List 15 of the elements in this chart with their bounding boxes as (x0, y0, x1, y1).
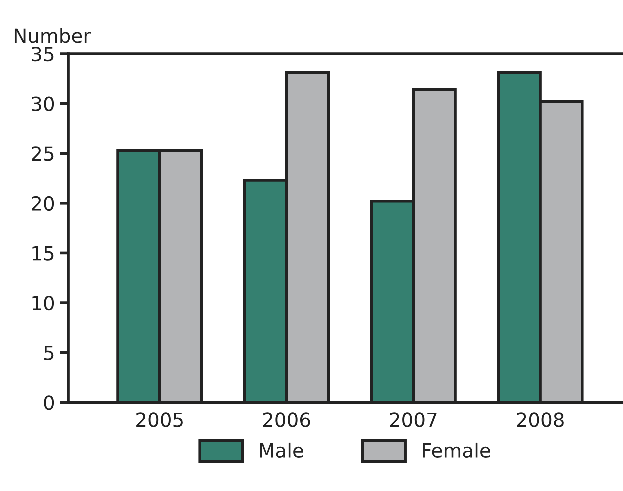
y-tick-label: 20 (32, 196, 54, 212)
y-tick-label: 30 (32, 96, 54, 112)
y-tick-label: 0 (44, 396, 54, 410)
y-tick-label: 25 (32, 146, 54, 162)
legend-label: Male (260, 442, 304, 458)
y-tick-label: 5 (44, 346, 54, 360)
y-tick-label: 35 (32, 46, 54, 62)
y-tick-label: 15 (32, 246, 54, 261)
legend-label: Female (423, 442, 490, 458)
x-tick-label: 2006 (263, 412, 310, 428)
x-tick-label: 2007 (390, 412, 437, 428)
x-tick-label: 2008 (517, 412, 564, 428)
x-tick-label: 2005 (136, 412, 183, 428)
y-tick-label: 10 (32, 296, 54, 311)
y-axis-title: Number (14, 28, 92, 44)
